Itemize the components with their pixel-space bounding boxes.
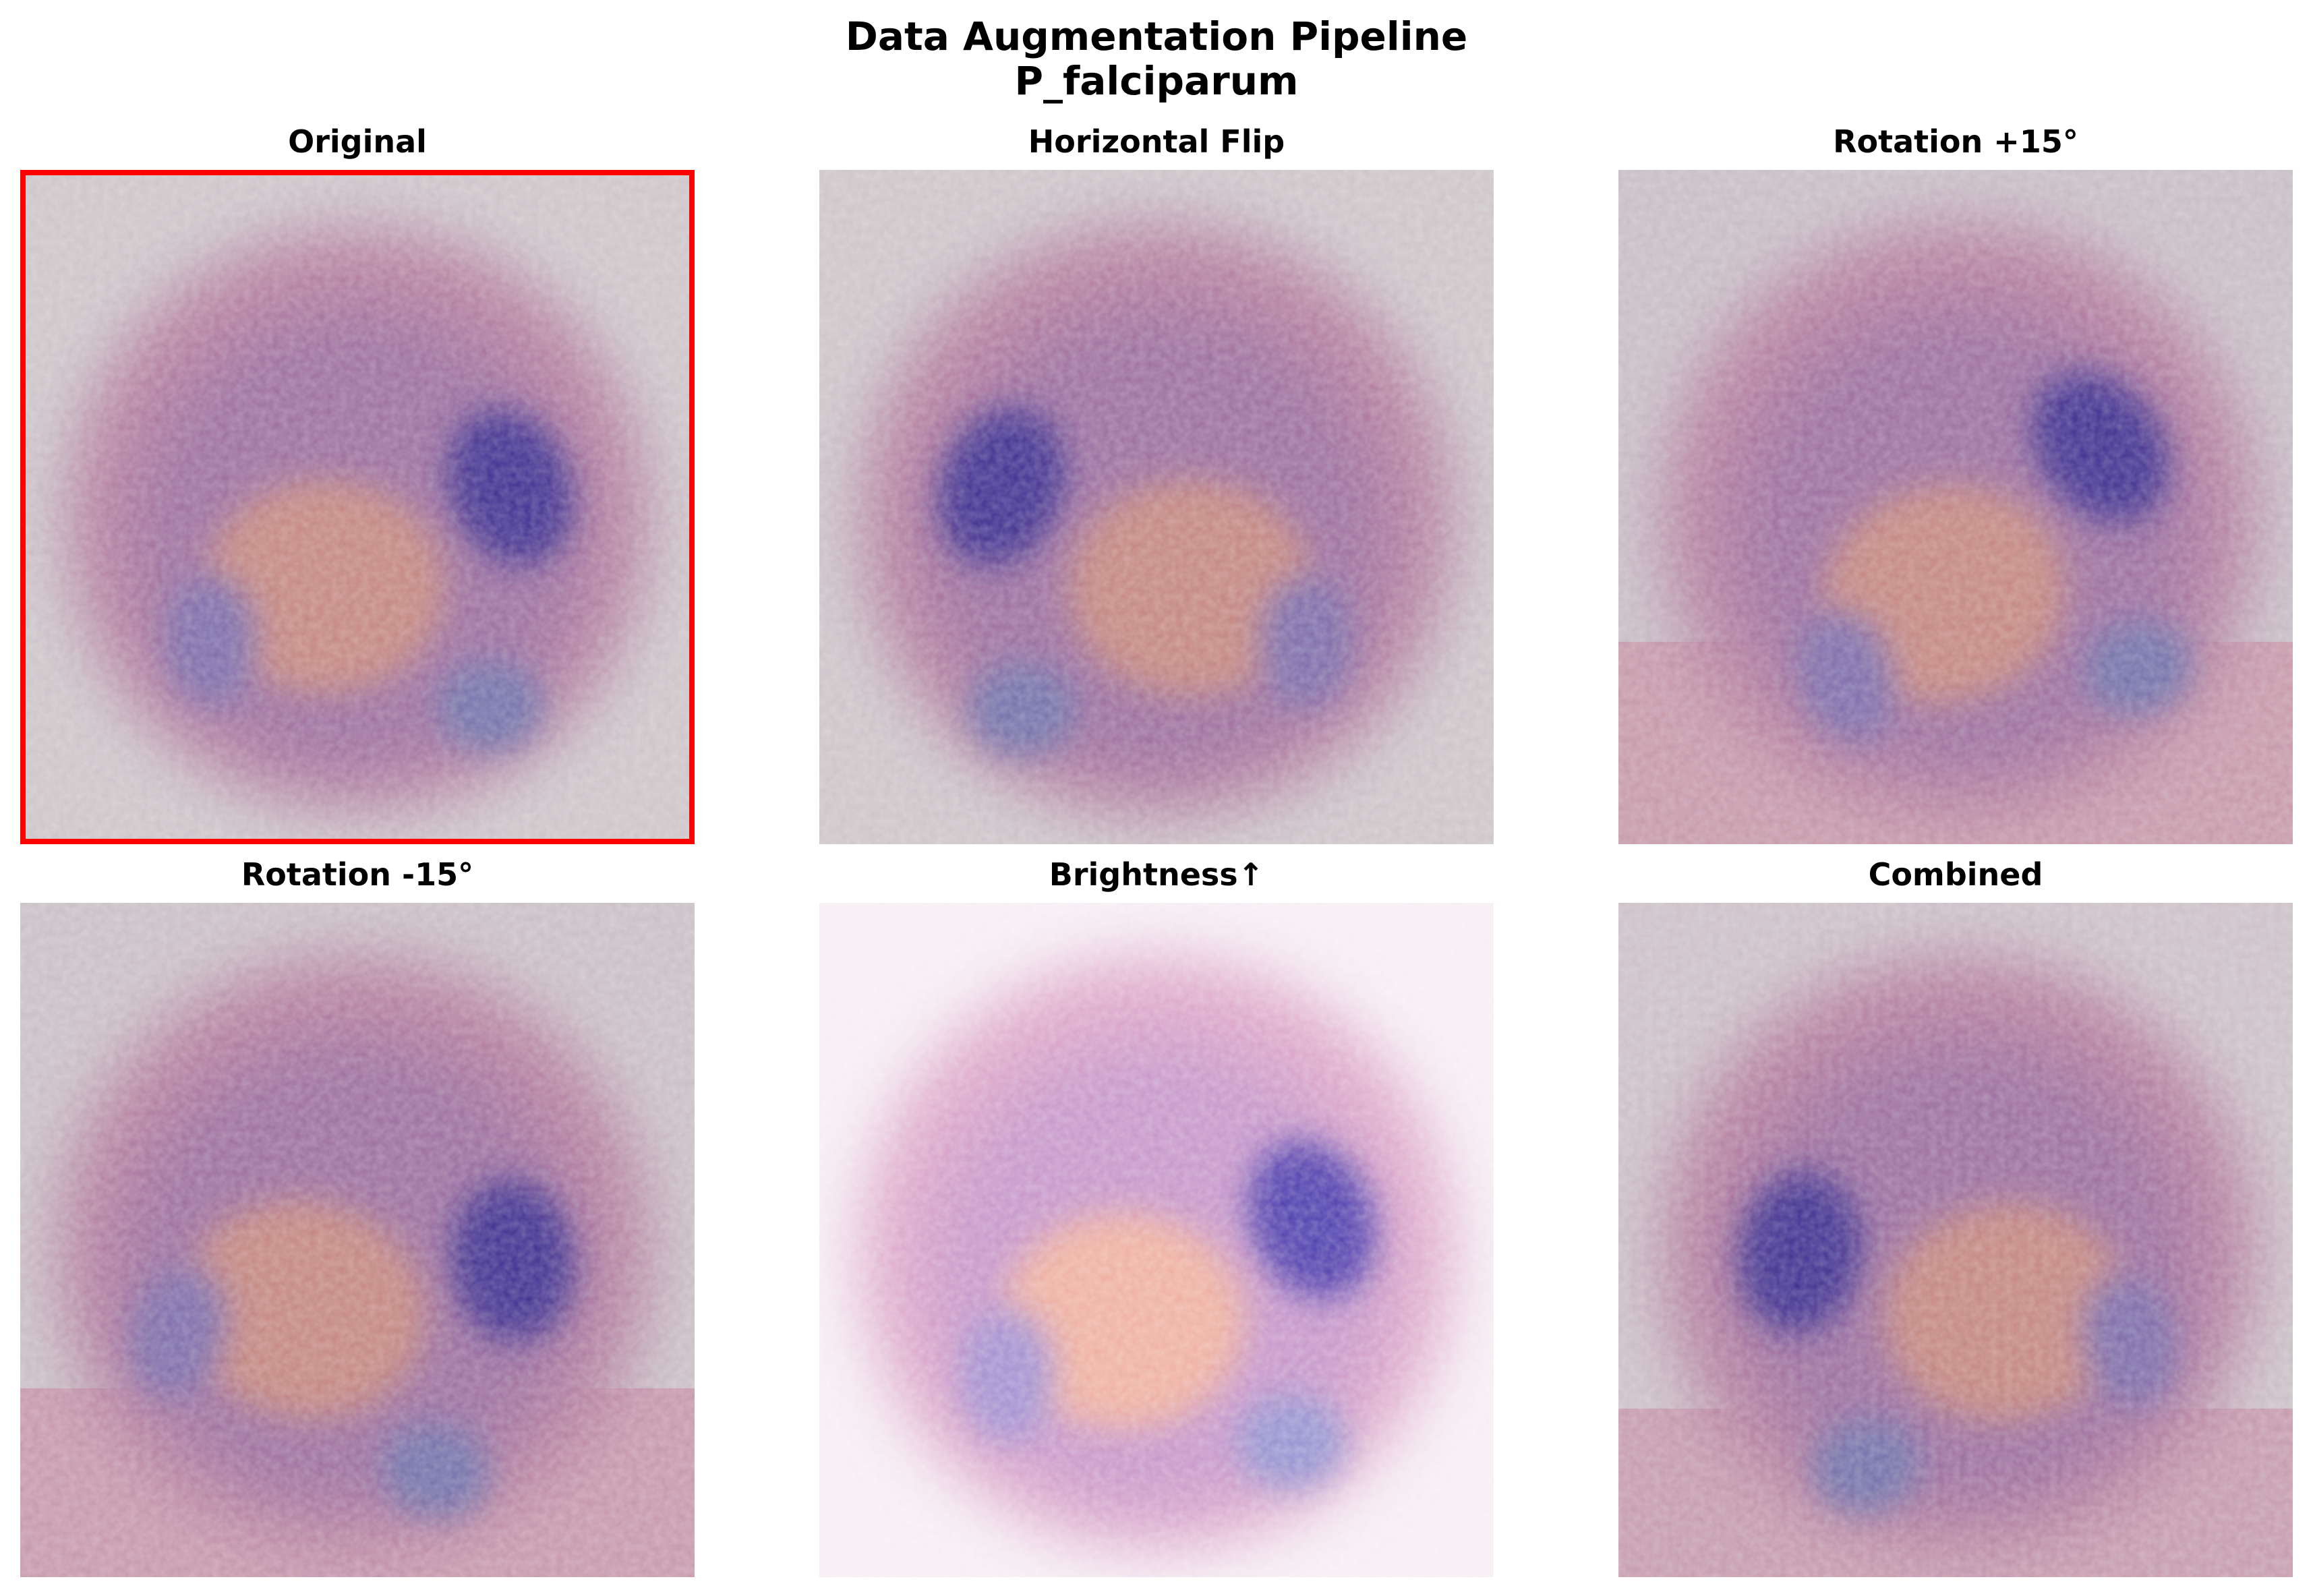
panel-original: Original — [20, 121, 695, 856]
cell-image-graphic — [819, 903, 1494, 1577]
figure-title: Data Augmentation Pipeline — [845, 13, 1468, 59]
panel-rotation-minus-15: Rotation -15° — [20, 854, 695, 1589]
panel-brightness: Brightness↑ — [819, 854, 1494, 1589]
panel-title: Rotation +15° — [1833, 123, 2078, 160]
panel-title: Combined — [1868, 856, 2043, 893]
panel-title: Original — [288, 123, 427, 160]
panel-title: Rotation -15° — [241, 856, 474, 893]
figure-subtitle: P_falciparum — [1014, 58, 1299, 104]
cell-image-combined — [1618, 903, 2293, 1577]
panel-title: Brightness↑ — [1049, 856, 1264, 893]
cell-image-graphic — [26, 175, 689, 839]
cell-image-graphic — [1618, 903, 2293, 1577]
cell-image-graphic — [20, 903, 695, 1577]
cell-image-rotation-plus — [1618, 170, 2293, 844]
cell-image-graphic — [819, 170, 1494, 844]
panel-combined: Combined — [1618, 854, 2293, 1589]
panel-title: Horizontal Flip — [1028, 123, 1285, 160]
cell-image-graphic — [1618, 170, 2293, 844]
panel-horizontal-flip: Horizontal Flip — [819, 121, 1494, 856]
panel-rotation-plus-15: Rotation +15° — [1618, 121, 2293, 856]
cell-image-original — [20, 170, 695, 844]
cell-image-flip — [819, 170, 1494, 844]
cell-image-rotation-minus — [20, 903, 695, 1577]
cell-image-brightness — [819, 903, 1494, 1577]
